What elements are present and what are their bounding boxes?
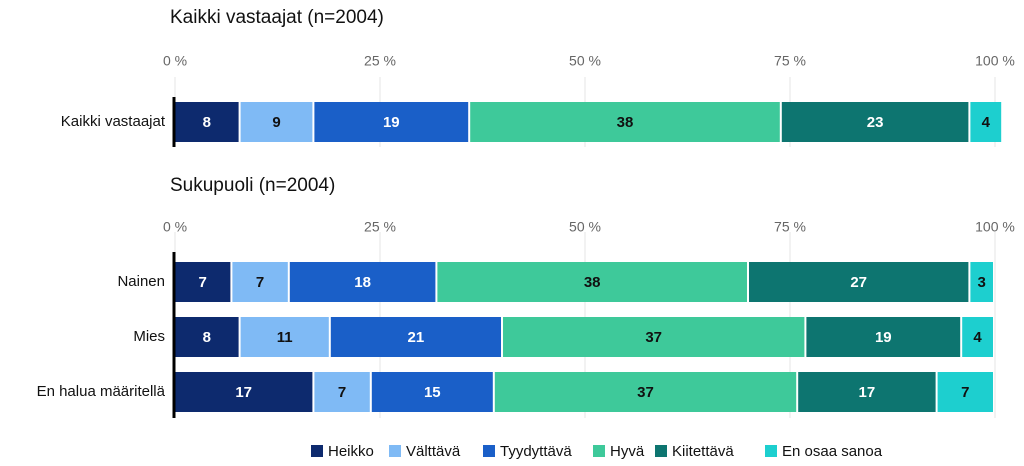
bar-segment xyxy=(232,262,288,302)
bar-segment xyxy=(937,372,993,412)
bar-segment xyxy=(503,317,805,357)
bar-segment xyxy=(470,102,780,142)
data-label: 7 xyxy=(338,384,346,401)
legend-swatch xyxy=(483,445,495,457)
data-label: 3 xyxy=(978,274,986,291)
data-label: 8 xyxy=(203,114,211,131)
data-label: 4 xyxy=(973,329,982,346)
x-tick-label: 25 % xyxy=(364,219,396,235)
legend-swatch xyxy=(765,445,777,457)
data-label: 17 xyxy=(235,384,252,401)
x-tick-label: 0 % xyxy=(163,53,187,69)
bar-segment xyxy=(781,102,969,142)
category-label: Kaikki vastaajat xyxy=(61,113,166,130)
chart-title: Sukupuoli (n=2004) xyxy=(170,175,335,196)
bar-segment xyxy=(970,102,1002,142)
chart-title: Kaikki vastaajat (n=2004) xyxy=(170,7,384,28)
x-tick-label: 0 % xyxy=(163,219,187,235)
bar-segment xyxy=(175,102,239,142)
data-label: 7 xyxy=(199,274,207,291)
legend-label: Tyydyttävä xyxy=(500,443,572,460)
bar-segment xyxy=(240,317,329,357)
data-label: 37 xyxy=(645,329,662,346)
data-label: 38 xyxy=(584,274,601,291)
x-tick-label: 100 % xyxy=(975,219,1015,235)
data-label: 7 xyxy=(961,384,969,401)
legend-swatch xyxy=(311,445,323,457)
data-label: 18 xyxy=(354,274,371,291)
legend-label: Heikko xyxy=(328,443,374,460)
bar-segment xyxy=(330,317,501,357)
x-tick-label: 50 % xyxy=(569,53,601,69)
data-label: 38 xyxy=(617,114,634,131)
data-label: 27 xyxy=(850,274,867,291)
bar-segment xyxy=(494,372,797,412)
bar-segment xyxy=(175,262,231,302)
category-label: Mies xyxy=(133,328,165,345)
x-tick-label: 100 % xyxy=(975,53,1015,69)
bar-segment xyxy=(798,372,936,412)
legend-label: Kiitettävä xyxy=(672,443,734,460)
data-label: 37 xyxy=(637,384,654,401)
bar-segment xyxy=(806,317,961,357)
legend-swatch xyxy=(593,445,605,457)
data-label: 7 xyxy=(256,274,264,291)
legend-swatch xyxy=(389,445,401,457)
data-label: 11 xyxy=(277,329,293,346)
x-tick-label: 50 % xyxy=(569,219,601,235)
data-label: 4 xyxy=(982,114,991,131)
x-tick-label: 25 % xyxy=(364,53,396,69)
category-label: En halua määritellä xyxy=(37,383,166,400)
x-tick-label: 75 % xyxy=(774,219,806,235)
bar-segment xyxy=(240,102,313,142)
legend-label: Hyvä xyxy=(610,443,645,460)
bar-segment xyxy=(962,317,993,357)
bar-segment xyxy=(749,262,969,302)
bar-segment xyxy=(175,317,239,357)
bar-segment xyxy=(314,102,469,142)
bar-segment xyxy=(175,372,313,412)
data-label: 17 xyxy=(859,384,876,401)
x-tick-label: 75 % xyxy=(774,53,806,69)
data-label: 19 xyxy=(875,329,892,346)
bar-segment xyxy=(970,262,993,302)
data-label: 21 xyxy=(408,329,425,346)
category-label: Nainen xyxy=(117,273,165,290)
legend-label: Välttävä xyxy=(406,443,461,460)
data-label: 8 xyxy=(203,329,211,346)
data-label: 23 xyxy=(867,114,884,131)
legend-label: En osaa sanoa xyxy=(782,443,883,460)
data-label: 9 xyxy=(272,114,280,131)
data-label: 15 xyxy=(424,384,441,401)
bar-segment xyxy=(371,372,493,412)
bar-segment xyxy=(314,372,370,412)
legend-swatch xyxy=(655,445,667,457)
bar-segment xyxy=(289,262,436,302)
data-label: 19 xyxy=(383,114,400,131)
bar-segment xyxy=(437,262,747,302)
